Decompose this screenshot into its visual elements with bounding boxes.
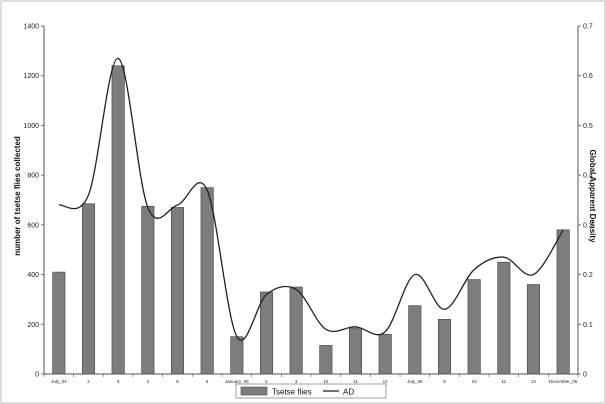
y2-tick-label: 0.4 bbox=[583, 173, 593, 180]
bar-tsetse-14 bbox=[467, 279, 481, 375]
bar-tsetse-10 bbox=[348, 327, 363, 375]
legend-box bbox=[235, 383, 387, 399]
y2-axis-title: Global Apparent Density bbox=[588, 149, 597, 243]
x-tick-label: 2 bbox=[87, 379, 90, 384]
y2-tick-label: 0.7 bbox=[583, 24, 593, 31]
legend-label-ad: AD bbox=[343, 388, 354, 397]
bar-tsetse-3 bbox=[141, 205, 155, 375]
legend-label-tsetse: Tsetse flies bbox=[272, 388, 312, 397]
bar-tsetse-1 bbox=[81, 203, 96, 375]
x-tick-label: 11 bbox=[353, 379, 358, 384]
bar-tsetse-7 bbox=[259, 291, 274, 375]
y-axis-title: number of tsetse flies collected bbox=[13, 136, 22, 256]
bar-tsetse-8 bbox=[289, 286, 303, 375]
bar-tsetse-9 bbox=[319, 345, 333, 375]
x-tick-label: 12 bbox=[531, 379, 537, 384]
y-tick-label: 0 bbox=[35, 372, 39, 379]
bar-tsetse-11 bbox=[378, 333, 392, 375]
y-tick-label: 400 bbox=[27, 272, 39, 279]
ad-series-line bbox=[58, 57, 564, 341]
bars-group bbox=[52, 65, 570, 375]
y-tick-label: 600 bbox=[27, 222, 39, 229]
y2-tick-label: 0.5 bbox=[583, 123, 593, 130]
y2-tick-label: 0.3 bbox=[583, 222, 593, 229]
x-tick-label: 3 bbox=[295, 379, 298, 384]
x-tick-label: 3 bbox=[117, 379, 120, 384]
legend: Tsetse flies AD bbox=[235, 383, 387, 399]
x-tick-label: December_05 bbox=[549, 379, 578, 384]
bar-tsetse-6 bbox=[230, 336, 244, 375]
y2-tick-label: 0 bbox=[583, 372, 587, 379]
legend-bar-swatch bbox=[240, 386, 268, 396]
x-tick-label: 2 bbox=[265, 379, 268, 384]
x-tick-label: 10 bbox=[472, 379, 478, 384]
bar-tsetse-5 bbox=[200, 187, 214, 375]
left-axis-ticks: 0 200 400 600 800 1000 1200 1400 bbox=[23, 24, 44, 379]
x-tick-label: 5 bbox=[176, 379, 179, 384]
x-tick-label: 6 bbox=[206, 379, 209, 384]
x-tick-label: 8 bbox=[443, 379, 446, 384]
x-tick-label: 4 bbox=[147, 379, 150, 384]
bar-tsetse-15 bbox=[497, 261, 511, 375]
ad-line-group bbox=[58, 57, 564, 341]
x-tick-label: July_04 bbox=[51, 379, 67, 384]
y-tick-label: 1200 bbox=[23, 73, 39, 80]
y-tick-label: 800 bbox=[27, 173, 39, 180]
x-axis-ticks: July_04 2 3 4 5 6 January_05 2 3 10 11 12 July_05 8 10… bbox=[43, 374, 579, 384]
bar-tsetse-4 bbox=[170, 207, 185, 375]
x-tick-label: 10 bbox=[323, 379, 329, 384]
y2-tick-label: 0.1 bbox=[583, 322, 593, 329]
bar-tsetse-17 bbox=[556, 229, 570, 375]
x-tick-label: 12 bbox=[383, 379, 389, 384]
bar-tsetse-0 bbox=[52, 271, 66, 375]
x-tick-label: January_05 bbox=[225, 379, 249, 384]
bar-tsetse-16 bbox=[526, 284, 541, 375]
bar-tsetse-13 bbox=[437, 319, 452, 375]
x-tick-label: 11 bbox=[501, 379, 506, 384]
y-tick-label: 1400 bbox=[23, 24, 39, 31]
bar-tsetse-2 bbox=[111, 65, 125, 375]
bar-tsetse-12 bbox=[408, 305, 422, 375]
x-tick-label: July_05 bbox=[407, 379, 423, 384]
y-tick-label: 1000 bbox=[23, 123, 39, 130]
y2-tick-label: 0.2 bbox=[583, 272, 593, 279]
y2-tick-label: 0.6 bbox=[583, 73, 593, 80]
y-tick-label: 200 bbox=[27, 322, 39, 329]
